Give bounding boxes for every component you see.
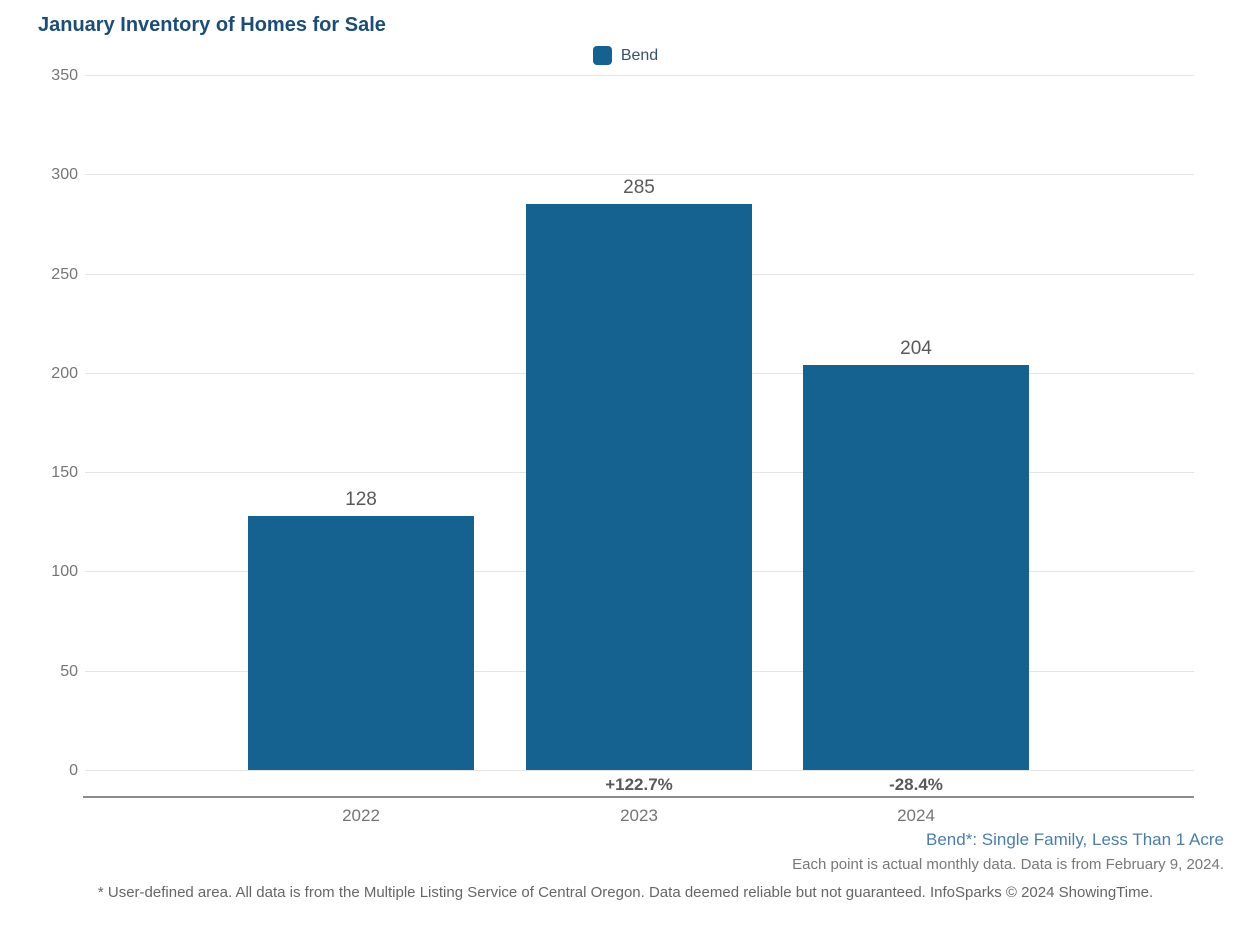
x-axis-line [83,796,1194,798]
footnote-series-definition: Bend*: Single Family, Less Than 1 Acre [926,830,1224,849]
y-axis-tick-label: 100 [51,563,78,581]
legend[interactable]: Bend [0,46,1251,65]
y-axis-tick-label: 0 [69,762,78,779]
y-axis-tick-label: 200 [51,364,78,382]
y-axis-tick-label: 350 [51,67,78,84]
x-axis-tick-label: 2022 [342,806,380,825]
legend-label: Bend [620,46,659,64]
bar-2022[interactable] [248,515,474,770]
footnote-disclaimer: * User-defined area. All data is from th… [97,884,1154,901]
bar-2023[interactable] [526,204,752,770]
y-axis-tick-label: 50 [60,662,78,680]
bar-value-label: 204 [900,337,932,359]
chart-title: January Inventory of Homes for Sale [38,14,386,36]
gridline-y-350 [85,75,1194,76]
y-axis-tick-label: 250 [51,265,78,283]
gridline-y-0 [85,770,1194,771]
bar-value-label: 285 [623,177,655,199]
bar-value-label: 128 [345,488,377,510]
x-axis-tick-label: 2023 [620,806,658,825]
y-axis-tick-label: 150 [51,464,78,482]
y-axis-tick-label: 300 [51,166,78,184]
pct-change-label: -28.4% [889,775,943,794]
pct-change-label: +122.7% [605,775,673,794]
gridline-y-300 [85,174,1194,176]
footnote-data-note: Each point is actual monthly data. Data … [792,856,1224,873]
legend-swatch-icon [592,46,612,65]
x-axis-tick-label: 2024 [897,806,935,825]
bar-2024[interactable] [803,364,1029,770]
